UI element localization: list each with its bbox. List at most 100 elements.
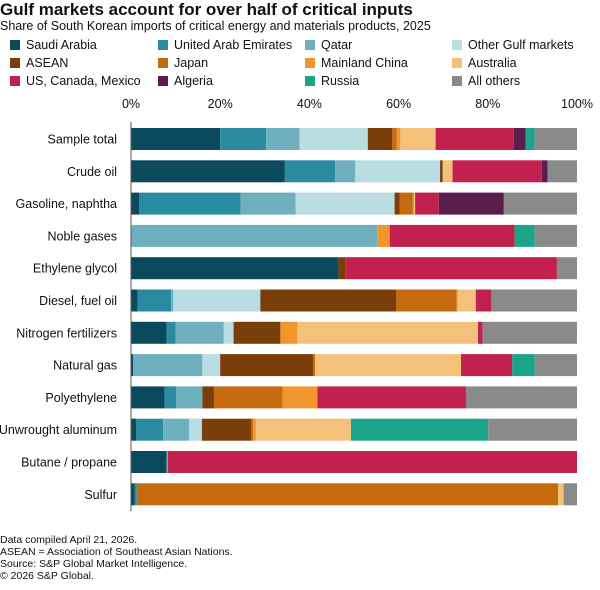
- bar-segment-polyethylene-united-arab-emirates: [164, 386, 177, 409]
- bar-segment-sample-total-japan: [392, 128, 397, 150]
- legend-swatch: [452, 40, 462, 50]
- bar-segment-sample-total-algeria: [513, 128, 526, 150]
- bar-segment-sulfur-japan: [136, 483, 559, 506]
- legend-swatch: [305, 58, 315, 68]
- legend-swatch: [452, 58, 462, 68]
- bar-segment-diesel-fuel-oil-saudi-arabia: [131, 289, 138, 312]
- bar-segment-noble-gases-us-canada-mexico: [389, 224, 515, 247]
- bar-segment-unwrought-aluminum-australia: [255, 418, 351, 441]
- legend-label: US, Canada, Mexico: [26, 74, 141, 88]
- legend-swatch: [305, 40, 315, 50]
- bar-segment-gasoline-naphtha-mainland-china: [412, 192, 415, 215]
- bar-segment-ethylene-glycol-asean: [338, 257, 346, 280]
- category-label-ethylene-glycol: Ethylene glycol: [33, 262, 117, 276]
- note-source: Source: S&P Global Market Intelligence.: [0, 558, 188, 570]
- bar-segment-ethylene-glycol-all-others: [556, 257, 577, 280]
- legend-swatch: [10, 58, 20, 68]
- legend-label: Saudi Arabia: [26, 38, 97, 52]
- bar-segment-nitrogen-fertilizers-other-gulf-markets: [223, 321, 234, 344]
- bar-segment-ethylene-glycol-saudi-arabia: [131, 257, 339, 280]
- bar-segment-gasoline-naphtha-algeria: [438, 192, 504, 215]
- bar-segment-unwrought-aluminum-qatar: [163, 418, 189, 441]
- bar-segment-diesel-fuel-oil-mainland-china: [456, 289, 458, 312]
- bar-segment-crude-oil-all-others: [547, 160, 577, 183]
- legend-swatch: [452, 76, 462, 86]
- bar-segment-sample-total-australia: [400, 128, 436, 150]
- legend-swatch: [10, 40, 20, 50]
- bar-segment-sample-total-qatar: [266, 128, 300, 150]
- bar-segment-natural-gas-asean: [220, 354, 313, 377]
- bar-segment-gasoline-naphtha-us-canada-mexico: [415, 192, 439, 215]
- category-label-unwrought-aluminum: Unwrought aluminum: [0, 423, 117, 437]
- x-tick-label: 0%: [122, 97, 140, 111]
- legend-label: United Arab Emirates: [174, 38, 293, 52]
- legend-label: Mainland China: [321, 56, 408, 70]
- legend-item-mainland-china: Mainland China: [305, 56, 408, 70]
- legend-label: Australia: [468, 56, 517, 70]
- bar-segment-nitrogen-fertilizers-australia: [297, 321, 478, 344]
- legend-swatch: [305, 76, 315, 86]
- bar-segment-unwrought-aluminum-japan: [250, 418, 254, 441]
- legend-item-australia: Australia: [452, 56, 517, 70]
- bar-segment-nitrogen-fertilizers-mainland-china: [280, 321, 298, 344]
- bar-segment-crude-oil-qatar: [335, 160, 356, 183]
- bar-segment-sample-total-russia: [525, 128, 535, 150]
- note-copyright: © 2026 S&P Global.: [0, 570, 94, 582]
- bar-segment-diesel-fuel-oil-all-others: [491, 289, 577, 312]
- bar-segment-gasoline-naphtha-japan: [399, 192, 413, 215]
- bar-segment-natural-gas-australia: [315, 354, 462, 377]
- bar-segment-gasoline-naphtha-qatar: [240, 192, 296, 215]
- bar-segment-nitrogen-fertilizers-us-canada-mexico: [477, 321, 483, 344]
- bar-segment-diesel-fuel-oil-other-gulf-markets: [173, 289, 261, 312]
- bar-segment-polyethylene-saudi-arabia: [131, 386, 165, 409]
- bar-segment-sample-total-us-canada-mexico: [435, 128, 514, 150]
- bar-segment-gasoline-naphtha-other-gulf-markets: [295, 192, 395, 215]
- bar-segment-diesel-fuel-oil-qatar: [171, 289, 174, 312]
- bar-segment-sulfur-saudi-arabia: [131, 483, 135, 506]
- bar-segment-sample-total-all-others: [534, 128, 577, 150]
- legend-swatch: [10, 76, 20, 86]
- bar-segment-diesel-fuel-oil-asean: [260, 289, 397, 312]
- legend-item-all-others: All others: [452, 74, 520, 88]
- bar-segment-nitrogen-fertilizers-all-others: [482, 321, 577, 344]
- bar-segment-sample-total-other-gulf-markets: [299, 128, 368, 150]
- bar-segment-ethylene-glycol-us-canada-mexico: [345, 257, 557, 280]
- chart-subtitle: Share of South Korean imports of critica…: [0, 19, 431, 33]
- bar-segment-natural-gas-japan: [312, 354, 316, 377]
- bar-segment-natural-gas-us-canada-mexico: [461, 354, 513, 377]
- bar-segment-diesel-fuel-oil-japan: [396, 289, 457, 312]
- legend-label: Russia: [321, 74, 360, 88]
- bar-segment-butane-propane-us-canada-mexico: [168, 451, 577, 473]
- category-label-sulfur: Sulfur: [84, 488, 117, 502]
- bar-segment-gasoline-naphtha-united-arab-emirates: [139, 192, 241, 215]
- bar-segment-polyethylene-mainland-china: [282, 386, 318, 409]
- legend-item-algeria: Algeria: [158, 74, 213, 88]
- chart-notes: Data compiled April 21, 2026. ASEAN = As…: [0, 534, 233, 582]
- bar-segment-noble-gases-russia: [514, 224, 535, 247]
- legend-item-japan: Japan: [158, 56, 208, 70]
- note-data-compiled: Data compiled April 21, 2026.: [0, 534, 138, 546]
- legend-label: Qatar: [321, 38, 353, 52]
- legend-item-other-gulf-markets: Other Gulf markets: [452, 38, 574, 52]
- x-tick-label: 80%: [475, 97, 500, 111]
- legend-item-united-arab-emirates: United Arab Emirates: [158, 38, 292, 52]
- category-label-crude-oil: Crude oil: [67, 165, 117, 179]
- bar-segment-nitrogen-fertilizers-qatar: [175, 321, 224, 344]
- x-tick-label: 60%: [386, 97, 411, 111]
- chart-title: Gulf markets account for over half of cr…: [0, 0, 413, 19]
- bar-segment-crude-oil-united-arab-emirates: [284, 160, 336, 183]
- legend-item-saudi-arabia: Saudi Arabia: [10, 38, 97, 52]
- category-label-sample-total: Sample total: [48, 133, 117, 147]
- bar-segment-unwrought-aluminum-russia: [350, 418, 489, 441]
- bar-segment-natural-gas-saudi-arabia: [131, 354, 134, 377]
- bar-segment-polyethylene-us-canada-mexico: [317, 386, 466, 409]
- bar-segment-butane-propane-saudi-arabia: [131, 451, 167, 473]
- bar-segment-diesel-fuel-oil-united-arab-emirates: [137, 289, 172, 312]
- bar-segment-unwrought-aluminum-all-others: [488, 418, 577, 441]
- x-tick-label: 100%: [561, 97, 593, 111]
- legend-label: Algeria: [174, 74, 213, 88]
- bar-segment-unwrought-aluminum-united-arab-emirates: [136, 418, 164, 441]
- bar-segment-diesel-fuel-oil-us-canada-mexico: [475, 289, 492, 312]
- legend-item-qatar: Qatar: [305, 38, 352, 52]
- legend-label: Other Gulf markets: [468, 38, 574, 52]
